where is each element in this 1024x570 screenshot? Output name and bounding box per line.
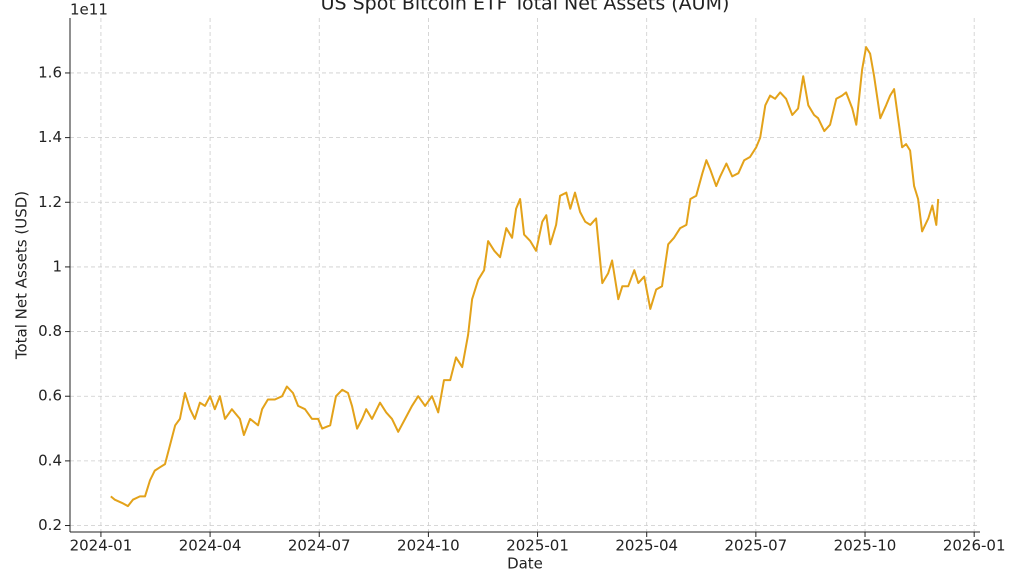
x-tick-label: 2024-10: [397, 537, 460, 555]
y-tick-label: 0.6: [38, 387, 62, 405]
x-axis-label: Date: [507, 555, 543, 570]
x-tick-label: 2025-01: [506, 537, 569, 555]
x-tick-label: 2025-10: [834, 537, 897, 555]
x-tick-label: 2026-01: [943, 537, 1006, 555]
x-tick-label: 2025-04: [615, 537, 678, 555]
x-tick-label: 2025-07: [725, 537, 788, 555]
x-tick-label: 2024-07: [288, 537, 351, 555]
y-tick-label: 1: [52, 257, 62, 275]
x-tick-label: 2024-04: [179, 537, 242, 555]
data-line: [110, 46, 940, 508]
y-tick-label: 1.4: [38, 128, 62, 146]
y-tick-label: 0.4: [38, 451, 62, 469]
y-tick-label: 1.6: [38, 63, 62, 81]
y-axis-label: Total Net Assets (USD): [13, 191, 31, 360]
y-tick-label: 0.2: [38, 516, 62, 534]
chart-title: US Spot Bitcoin ETF Total Net Assets (AU…: [321, 0, 730, 15]
y-tick-label: 1.2: [38, 193, 62, 211]
y-tick-label: 0.8: [38, 322, 62, 340]
x-tick-label: 2024-01: [70, 537, 133, 555]
y-offset-label: 1e11: [70, 1, 108, 19]
